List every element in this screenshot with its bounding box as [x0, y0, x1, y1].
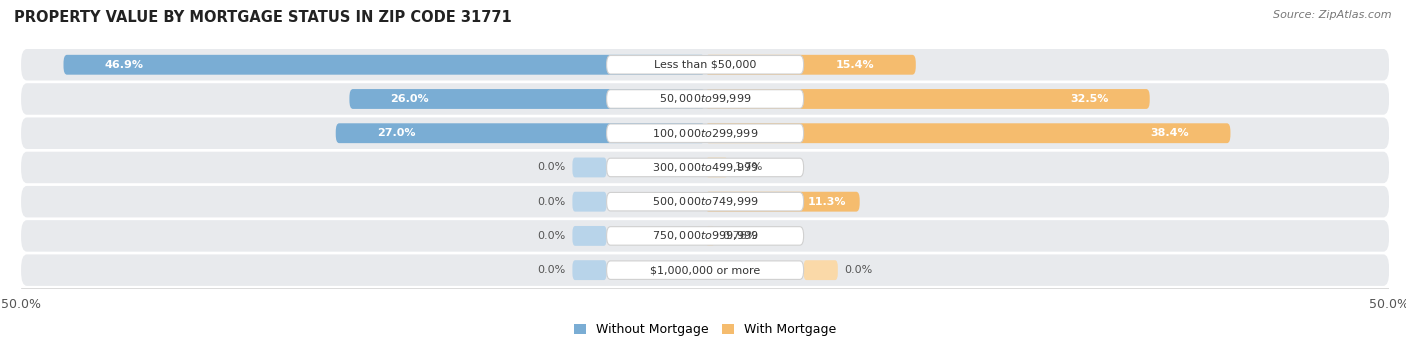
Text: 0.0%: 0.0% [845, 265, 873, 275]
Text: 0.0%: 0.0% [537, 231, 565, 241]
FancyBboxPatch shape [606, 55, 804, 74]
FancyBboxPatch shape [572, 260, 606, 280]
FancyBboxPatch shape [572, 226, 606, 246]
Text: PROPERTY VALUE BY MORTGAGE STATUS IN ZIP CODE 31771: PROPERTY VALUE BY MORTGAGE STATUS IN ZIP… [14, 10, 512, 25]
Text: $100,000 to $299,999: $100,000 to $299,999 [652, 127, 758, 140]
FancyBboxPatch shape [21, 220, 1389, 252]
Text: $50,000 to $99,999: $50,000 to $99,999 [659, 92, 751, 105]
FancyBboxPatch shape [572, 192, 606, 211]
Text: Less than $50,000: Less than $50,000 [654, 60, 756, 70]
FancyBboxPatch shape [804, 260, 838, 280]
Text: 26.0%: 26.0% [391, 94, 429, 104]
Text: 15.4%: 15.4% [837, 60, 875, 70]
Text: $300,000 to $499,999: $300,000 to $499,999 [652, 161, 758, 174]
FancyBboxPatch shape [21, 254, 1389, 286]
FancyBboxPatch shape [606, 192, 804, 211]
FancyBboxPatch shape [606, 227, 804, 245]
FancyBboxPatch shape [706, 55, 915, 75]
FancyBboxPatch shape [606, 158, 804, 177]
FancyBboxPatch shape [350, 89, 706, 109]
Text: 11.3%: 11.3% [807, 197, 846, 207]
Text: $750,000 to $999,999: $750,000 to $999,999 [652, 230, 758, 242]
FancyBboxPatch shape [706, 89, 1150, 109]
FancyBboxPatch shape [606, 124, 804, 142]
Text: 0.0%: 0.0% [537, 197, 565, 207]
Text: 46.9%: 46.9% [104, 60, 143, 70]
Text: Source: ZipAtlas.com: Source: ZipAtlas.com [1274, 10, 1392, 20]
Text: 0.0%: 0.0% [537, 265, 565, 275]
Text: 38.4%: 38.4% [1150, 128, 1189, 138]
Text: $500,000 to $749,999: $500,000 to $749,999 [652, 195, 758, 208]
FancyBboxPatch shape [572, 157, 606, 177]
FancyBboxPatch shape [21, 83, 1389, 115]
Text: 27.0%: 27.0% [377, 128, 415, 138]
Text: 1.7%: 1.7% [735, 163, 763, 172]
FancyBboxPatch shape [606, 90, 804, 108]
FancyBboxPatch shape [706, 192, 859, 211]
Text: 0.0%: 0.0% [537, 163, 565, 172]
FancyBboxPatch shape [21, 118, 1389, 149]
FancyBboxPatch shape [21, 49, 1389, 81]
FancyBboxPatch shape [706, 123, 1230, 143]
FancyBboxPatch shape [63, 55, 706, 75]
FancyBboxPatch shape [606, 261, 804, 279]
FancyBboxPatch shape [706, 157, 728, 177]
FancyBboxPatch shape [21, 186, 1389, 218]
FancyBboxPatch shape [21, 152, 1389, 183]
FancyBboxPatch shape [336, 123, 706, 143]
Text: 0.76%: 0.76% [723, 231, 758, 241]
Text: $1,000,000 or more: $1,000,000 or more [650, 265, 761, 275]
FancyBboxPatch shape [706, 226, 716, 246]
Legend: Without Mortgage, With Mortgage: Without Mortgage, With Mortgage [569, 318, 841, 340]
Text: 32.5%: 32.5% [1070, 94, 1109, 104]
